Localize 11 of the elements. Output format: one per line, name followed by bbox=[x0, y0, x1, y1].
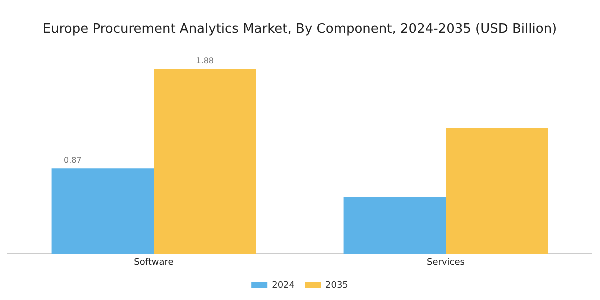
x-tick-label: Software bbox=[134, 258, 174, 268]
x-tick-label: Services bbox=[427, 258, 466, 268]
legend-label: 2024 bbox=[272, 280, 296, 291]
data-label: 1.88 bbox=[196, 56, 214, 66]
legend-label: 2035 bbox=[326, 280, 348, 291]
bar bbox=[446, 128, 548, 254]
chart-title: Europe Procurement Analytics Market, By Component, 2024-2035 (USD Billion) bbox=[42, 22, 558, 38]
bar bbox=[154, 69, 256, 254]
data-label: 0.87 bbox=[64, 156, 82, 165]
bar bbox=[344, 197, 446, 254]
bar bbox=[52, 168, 154, 254]
